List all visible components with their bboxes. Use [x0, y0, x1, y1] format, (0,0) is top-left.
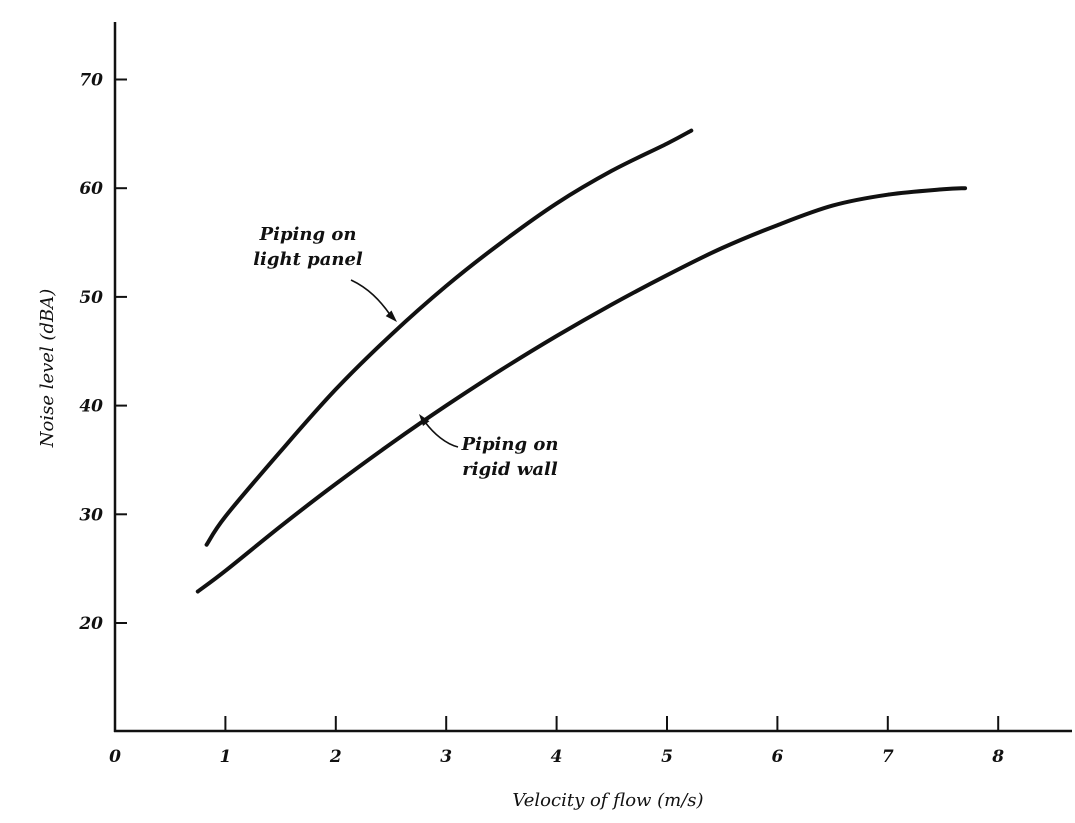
- y-tick-label: 70: [79, 71, 103, 91]
- x-tick-label: 4: [551, 747, 563, 767]
- y-tick-label: 40: [79, 397, 103, 417]
- rigid-wall-label-line: Piping on: [461, 434, 559, 455]
- curve-annotations: Piping on light panel Piping on rigid wall: [253, 224, 558, 480]
- light-panel-label-line: Piping on: [259, 224, 357, 245]
- y-axis-title: Noise level (dBA): [37, 289, 58, 448]
- arrow-pointer-icon: [350, 279, 392, 317]
- arrow-head-icon: [385, 310, 397, 322]
- x-tick-label: 7: [882, 747, 894, 767]
- axes: [113, 22, 1072, 733]
- y-tick-label: 50: [79, 288, 103, 308]
- y-tick-label: 20: [78, 614, 103, 634]
- arrow-head-icon: [419, 414, 430, 426]
- x-tick-label: 0: [109, 747, 121, 767]
- axis-ticks: 0 1 2 3 4 5 6 7 8 20 30 40 50 60 70: [78, 71, 1004, 768]
- x-tick-label: 5: [661, 747, 673, 767]
- x-tick-label: 8: [991, 747, 1004, 767]
- series-curves: [195, 128, 968, 594]
- rigid-wall-label-line: rigid wall: [462, 459, 558, 480]
- x-axis-title: Velocity of flow (m/s): [512, 790, 703, 811]
- arrow-pointer-icon: [424, 421, 459, 448]
- x-tick-label: 2: [329, 747, 342, 767]
- rigid-wall-curve: [195, 186, 968, 594]
- x-tick-label: 1: [219, 747, 231, 767]
- light-panel-label-line: light panel: [253, 249, 363, 270]
- y-tick-label: 30: [79, 505, 103, 525]
- light-panel-curve: [204, 128, 694, 547]
- x-tick-label: 3: [440, 747, 452, 767]
- y-tick-label: 60: [79, 179, 103, 199]
- x-tick-label: 6: [771, 747, 783, 767]
